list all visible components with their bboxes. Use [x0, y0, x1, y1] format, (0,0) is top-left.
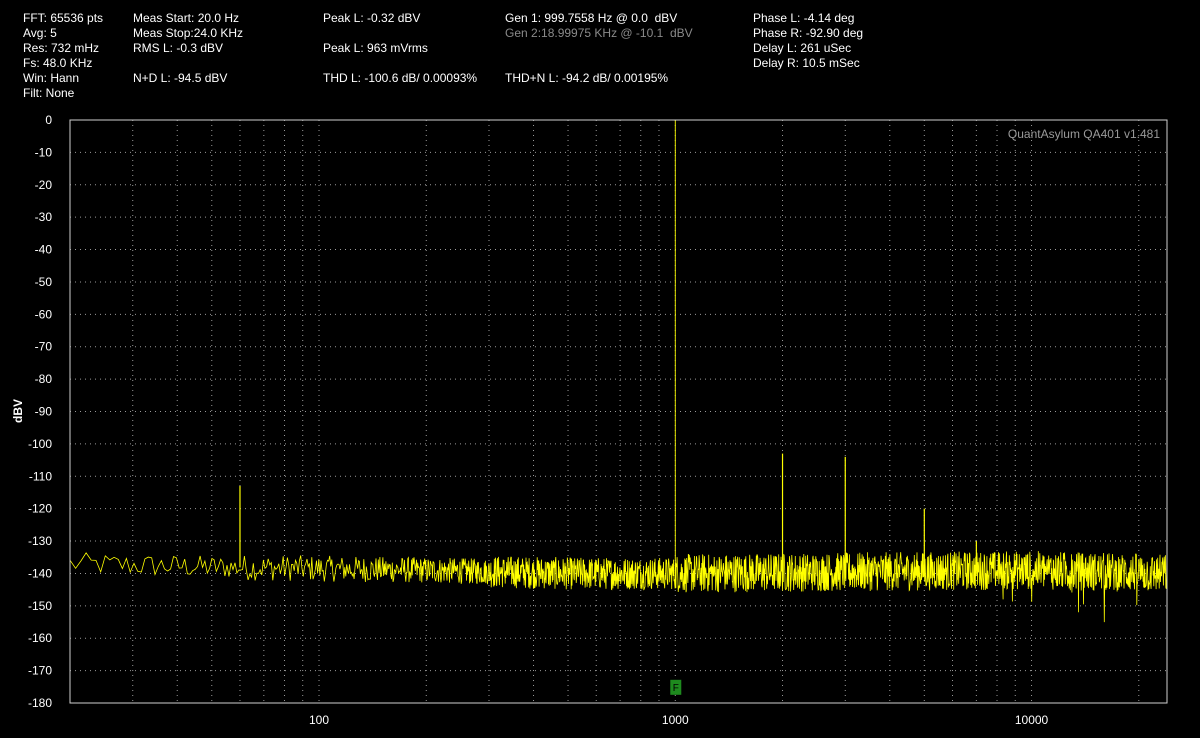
- frequency-marker-box[interactable]: [670, 679, 682, 695]
- y-tick-label: -20: [35, 178, 53, 192]
- y-tick-label: -10: [35, 145, 53, 159]
- window-readout: Win: Hann: [23, 71, 80, 85]
- y-tick-label: -30: [35, 210, 53, 224]
- thdn-left-readout: THD+N L: -94.2 dB/ 0.00195%: [505, 71, 669, 85]
- noise-distortion-left-readout: N+D L: -94.5 dBV: [133, 71, 228, 85]
- grid: [70, 120, 1167, 703]
- spectrum-trace-group: [69, 551, 1168, 623]
- y-tick-label: -50: [35, 275, 53, 289]
- spectral-peaks: [239, 120, 977, 574]
- phase-right-readout: Phase R: -92.90 deg: [753, 26, 864, 40]
- x-tick-label: 10000: [1015, 713, 1049, 727]
- y-axis-ticks: 0 -10 -20 -30 -40 -50 -60 -70 -80 -90 -100 -110 -120…: [28, 113, 52, 710]
- y-tick-label: -40: [35, 243, 53, 257]
- x-tick-label: 1000: [662, 713, 689, 727]
- thd-left-readout: THD L: -100.6 dB/ 0.00093%: [323, 71, 478, 85]
- y-tick-label: -100: [28, 437, 52, 451]
- averages-readout: Avg: 5: [23, 26, 57, 40]
- version-watermark: QuantAsylum QA401 v1.481: [1008, 127, 1160, 141]
- filter-readout: Filt: None: [23, 86, 75, 100]
- plot-frame: [69, 119, 1168, 704]
- generator-1-readout: Gen 1: 999.7558 Hz @ 0.0 dBV: [505, 11, 678, 25]
- y-tick-label: -180: [28, 696, 52, 710]
- y-tick-label: -60: [35, 307, 53, 321]
- y-tick-label: -150: [28, 599, 52, 613]
- delay-right-readout: Delay R: 10.5 mSec: [753, 56, 860, 70]
- resolution-readout: Res: 732 mHz: [23, 41, 100, 55]
- y-tick-label: -110: [29, 469, 52, 483]
- y-tick-label: -70: [35, 340, 53, 354]
- sample-rate-readout: Fs: 48.0 KHz: [23, 56, 93, 70]
- y-tick-label: -90: [35, 405, 53, 419]
- fft-points-readout: FFT: 65536 pts: [23, 11, 104, 25]
- generator-2-readout: Gen 2:18.99975 KHz @ -10.1 dBV: [505, 26, 693, 40]
- peak-left-mvrms-readout: Peak L: 963 mVrms: [323, 41, 428, 55]
- frequency-marker-label: F: [673, 683, 679, 694]
- x-tick-label: 100: [309, 713, 329, 727]
- meas-stop-readout: Meas Stop:24.0 KHz: [133, 26, 244, 40]
- delay-left-readout: Delay L: 261 uSec: [753, 41, 852, 55]
- y-tick-label: -170: [28, 664, 52, 678]
- y-tick-label: -140: [28, 566, 52, 580]
- phase-left-readout: Phase L: -4.14 deg: [753, 11, 855, 25]
- y-tick-label: 0: [45, 113, 52, 127]
- y-tick-label: -120: [28, 502, 52, 516]
- spectrum-trace: [69, 551, 1168, 623]
- peak-left-dbv-readout: Peak L: -0.32 dBV: [323, 11, 421, 25]
- y-tick-label: -80: [35, 372, 53, 386]
- rms-left-readout: RMS L: -0.3 dBV: [133, 41, 224, 55]
- frequency-marker[interactable]: F: [670, 679, 682, 695]
- y-axis-label: dBV: [11, 399, 25, 423]
- y-tick-label: -130: [28, 534, 52, 548]
- y-tick-label: -160: [28, 631, 52, 645]
- meas-start-readout: Meas Start: 20.0 Hz: [133, 11, 240, 25]
- x-axis-ticks: 100 1000 10000: [309, 713, 1049, 727]
